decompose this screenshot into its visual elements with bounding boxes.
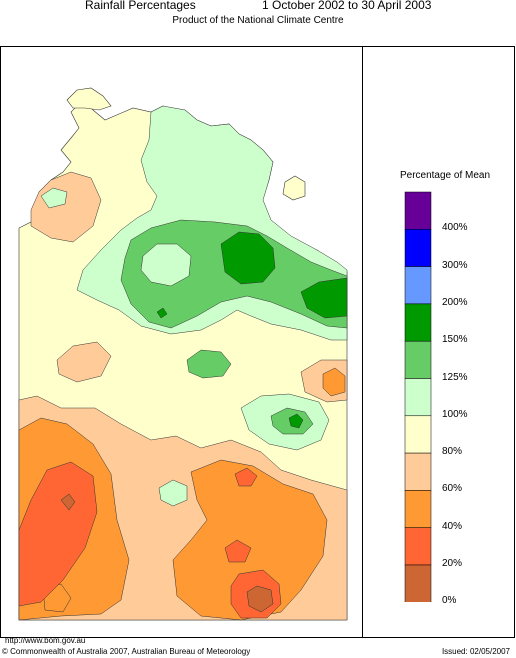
zone-125-150-mid	[186, 349, 232, 379]
legend-swatch	[404, 266, 432, 305]
zone-20-40-south-mid	[224, 539, 252, 563]
map-subtitle: Product of the National Climate Centre	[172, 15, 344, 26]
zone-100-125-inner	[140, 243, 192, 287]
legend-swatch	[404, 452, 432, 491]
map-frame	[0, 46, 515, 638]
legend-label: 100%	[442, 408, 468, 420]
legend-swatch	[404, 340, 432, 379]
zone-0-20-south-east	[246, 585, 274, 613]
zone-60-80-mid-west	[56, 341, 112, 383]
legend-label: 80%	[442, 446, 463, 458]
legend-label: 400%	[442, 222, 468, 234]
island-melville	[66, 87, 112, 111]
footer-issued: Issued: 02/05/2007	[441, 647, 510, 656]
legend-label: 200%	[442, 296, 468, 308]
legend-label: 0%	[442, 595, 457, 607]
legend-label: 150%	[442, 334, 468, 346]
zone-100-125-west-spot	[40, 187, 68, 209]
footer-url[interactable]: http://www.bom.gov.au	[5, 636, 86, 645]
map-period: 1 October 2002 to 30 April 2003	[262, 0, 432, 12]
title-row: Rainfall Percentages 1 October 2002 to 3…	[0, 0, 516, 14]
footer-copyright: © Commonwealth of Australia 2007, Austra…	[2, 647, 251, 656]
legend-colorbar	[404, 191, 432, 602]
map-title: Rainfall Percentages	[85, 0, 196, 12]
zone-40-60-east	[322, 367, 346, 397]
zone-40-60-south-east	[172, 459, 328, 621]
legend-title: Percentage of Mean	[399, 170, 491, 181]
zone-150-200-north	[220, 231, 276, 285]
zone-20-40-east-spot	[234, 467, 258, 487]
legend-swatch	[404, 303, 432, 342]
legend-swatch	[404, 490, 432, 528]
legend-label: 60%	[442, 483, 463, 495]
legend-swatch	[404, 378, 432, 417]
legend-divider	[362, 46, 363, 638]
island-groote	[282, 175, 306, 201]
zone-0-20-south-west	[60, 493, 76, 511]
zone-20-40-south-west	[18, 461, 98, 607]
legend-swatch	[404, 564, 432, 602]
rainfall-map	[18, 87, 348, 621]
legend-label: 125%	[442, 371, 468, 383]
zone-60-80-west-coast	[30, 171, 102, 243]
zone-150-200-tiny	[156, 307, 168, 319]
legend-swatch	[404, 191, 432, 230]
legend-swatch	[404, 229, 432, 267]
legend-swatch	[404, 527, 432, 566]
legend-swatch	[404, 415, 432, 454]
zone-100-125-south-spot	[158, 479, 188, 507]
zone-150-200-east	[300, 277, 348, 319]
legend-label: 20%	[442, 558, 463, 569]
legend-label: 40%	[442, 520, 463, 532]
zone-150-200-spot	[288, 413, 304, 429]
legend-label: 300%	[442, 259, 468, 271]
